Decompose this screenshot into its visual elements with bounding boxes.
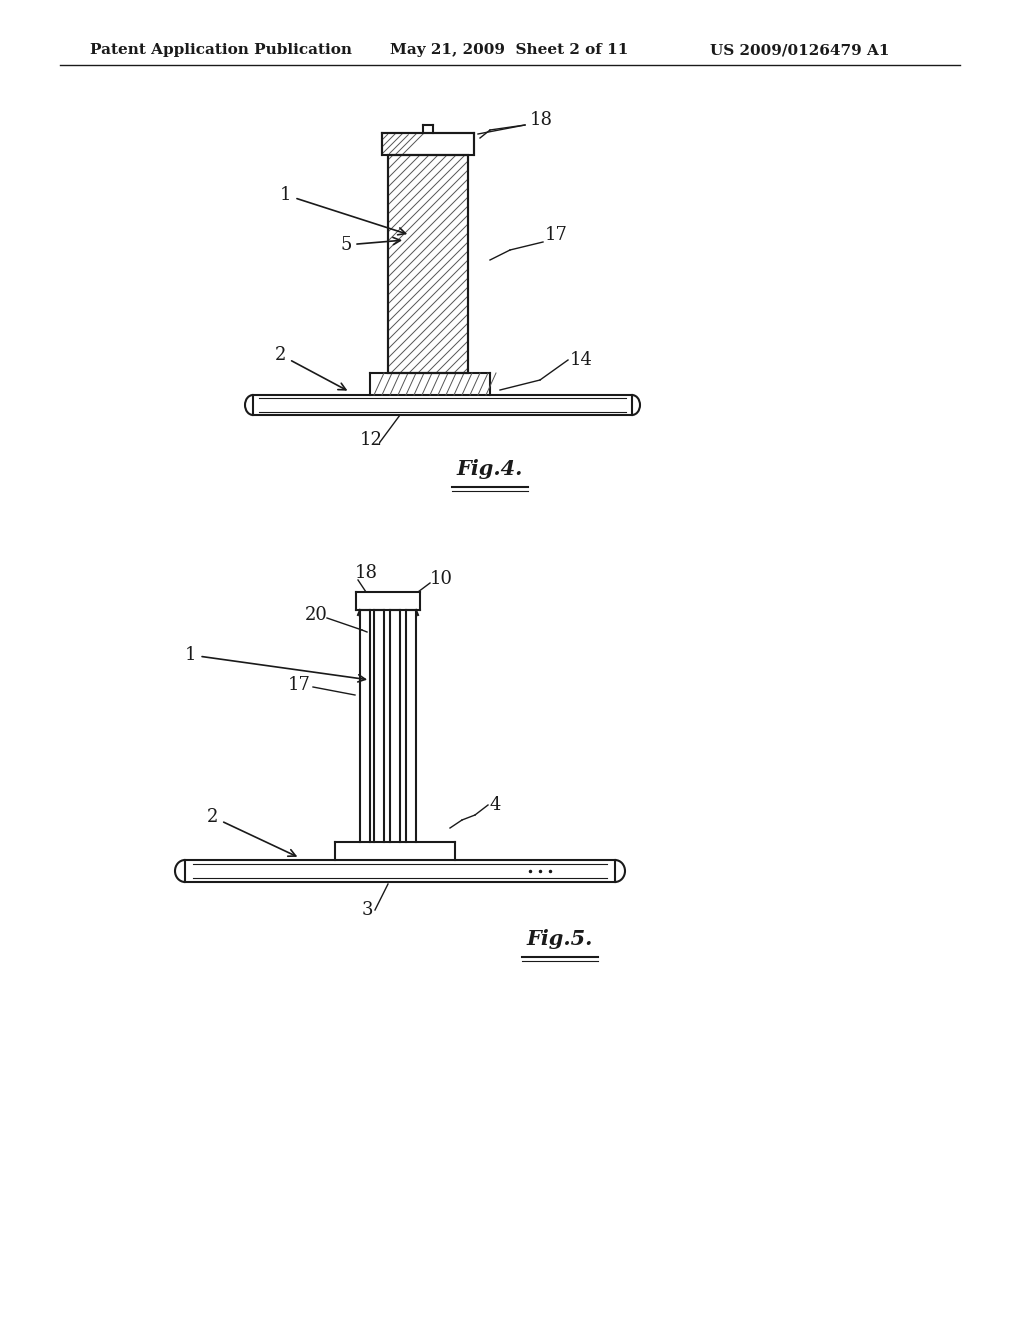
Text: Fig.5.: Fig.5. (526, 929, 593, 949)
Text: 17: 17 (288, 676, 311, 694)
Text: 17: 17 (545, 226, 568, 244)
Text: 20: 20 (305, 606, 328, 624)
Bar (382, 133, 474, 154)
Text: 2: 2 (275, 346, 346, 389)
Bar (388, 154, 468, 374)
Text: 14: 14 (570, 351, 593, 370)
Text: Patent Application Publication: Patent Application Publication (90, 44, 352, 57)
Text: 3: 3 (362, 902, 374, 919)
Text: 12: 12 (360, 432, 383, 449)
Text: 2: 2 (207, 808, 296, 857)
Text: Fig.4.: Fig.4. (457, 459, 523, 479)
Text: US 2009/0126479 A1: US 2009/0126479 A1 (710, 44, 890, 57)
Bar (388, 154, 468, 374)
Text: 5: 5 (340, 236, 400, 253)
Text: May 21, 2009  Sheet 2 of 11: May 21, 2009 Sheet 2 of 11 (390, 44, 629, 57)
Text: 18: 18 (530, 111, 553, 129)
Text: 1: 1 (280, 186, 406, 235)
Text: 1: 1 (185, 645, 366, 682)
Text: 4: 4 (490, 796, 502, 814)
Text: 10: 10 (430, 570, 453, 587)
Text: 18: 18 (355, 564, 378, 582)
